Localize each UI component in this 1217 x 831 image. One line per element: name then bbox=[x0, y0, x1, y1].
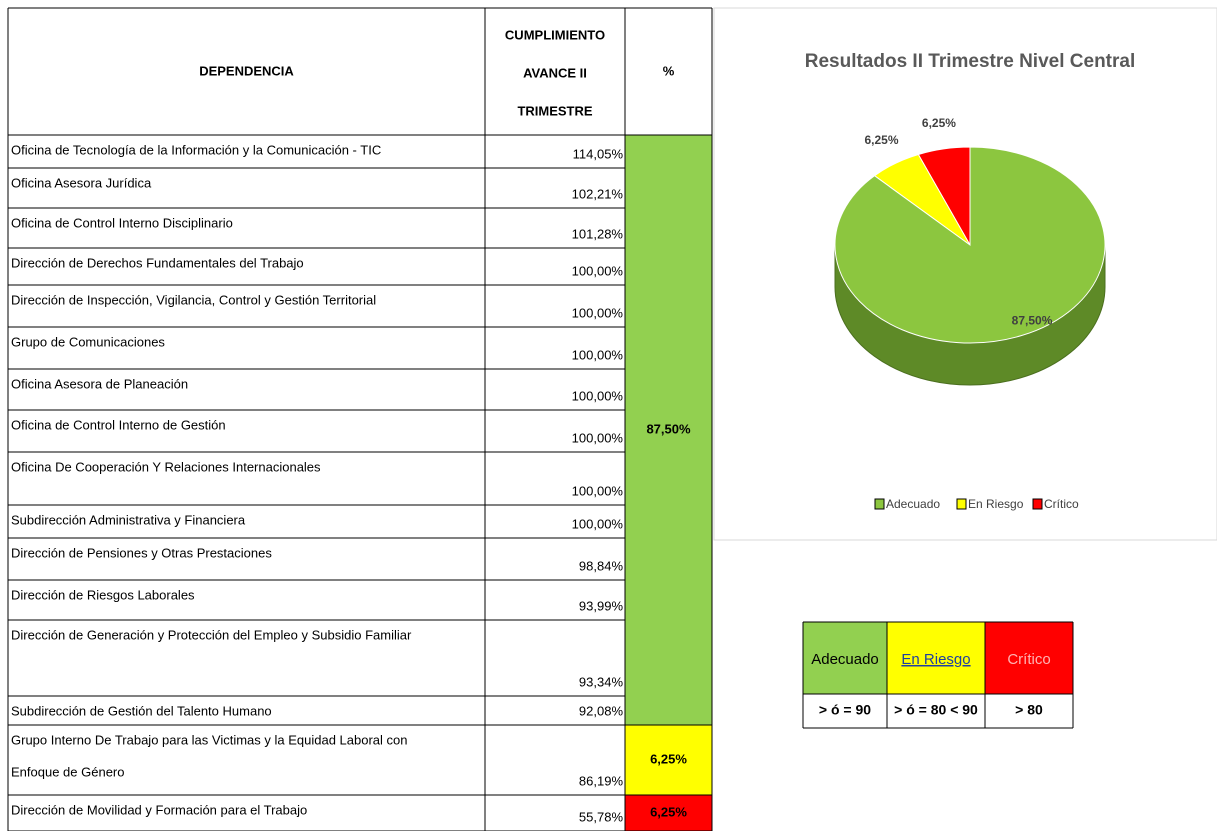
cumplimiento: 100,00% bbox=[572, 305, 624, 320]
header-cumplimiento: CUMPLIMIENTO bbox=[505, 27, 605, 42]
legend-swatch bbox=[1032, 498, 1043, 510]
dependencia: Dirección de Inspección, Vigilancia, Con… bbox=[11, 292, 376, 307]
legend-label: Crítico bbox=[1044, 497, 1079, 511]
cumplimiento: 100,00% bbox=[572, 263, 624, 278]
legend-label: Adecuado bbox=[886, 497, 940, 511]
legend-threshold: > ó = 90 bbox=[819, 702, 871, 718]
legend-header: Adecuado bbox=[811, 651, 879, 668]
group-label: 87,50% bbox=[646, 421, 691, 436]
header-cumplimiento: TRIMESTRE bbox=[517, 103, 592, 118]
header-dependencia: DEPENDENCIA bbox=[199, 63, 294, 78]
group-label: 6,25% bbox=[650, 804, 687, 819]
cumplimiento: 114,05% bbox=[573, 146, 624, 161]
cumplimiento: 102,21% bbox=[572, 186, 624, 201]
legend-header-cell bbox=[985, 622, 1073, 694]
legend-swatch bbox=[874, 498, 885, 510]
pie-slice bbox=[834, 146, 1106, 344]
legend-swatch bbox=[956, 498, 967, 510]
cumplimiento: 92,08% bbox=[579, 703, 624, 718]
header-cumplimiento: AVANCE II bbox=[523, 65, 587, 80]
group-cell bbox=[625, 725, 712, 795]
cumplimiento: 98,84% bbox=[579, 558, 624, 573]
legend-threshold: > 80 bbox=[1015, 702, 1043, 718]
legend-header: En Riesgo bbox=[901, 651, 970, 668]
cumplimiento: 100,00% bbox=[572, 347, 624, 362]
dependencia: Oficina de Tecnología de la Información … bbox=[11, 142, 381, 157]
dependencia: Grupo Interno De Trabajo para las Victim… bbox=[11, 732, 408, 747]
chart-title: Resultados II Trimestre Nivel Central bbox=[805, 51, 1136, 72]
group-cell bbox=[625, 795, 712, 831]
dependencia: Dirección de Pensiones y Otras Prestacio… bbox=[11, 545, 272, 560]
legend-header-cell bbox=[887, 622, 985, 694]
dependencia: Dirección de Movilidad y Formación para … bbox=[11, 802, 307, 817]
legend-header: Crítico bbox=[1007, 651, 1050, 668]
cumplimiento: 100,00% bbox=[572, 483, 624, 498]
dependencia: Oficina de Control Interno de Gestión bbox=[11, 417, 226, 432]
cumplimiento: 100,00% bbox=[572, 516, 624, 531]
cumplimiento: 100,00% bbox=[572, 388, 624, 403]
slice-label: 6,25% bbox=[922, 116, 956, 130]
dependencia: Subdirección de Gestión del Talento Huma… bbox=[11, 703, 272, 718]
dependencia: Oficina de Control Interno Disciplinario bbox=[11, 215, 233, 230]
dependencia: Grupo de Comunicaciones bbox=[11, 334, 165, 349]
cumplimiento: 86,19% bbox=[579, 773, 624, 788]
dependencia: Dirección de Derechos Fundamentales del … bbox=[11, 255, 304, 270]
group-label: 6,25% bbox=[650, 751, 687, 766]
header-percent: % bbox=[663, 63, 675, 78]
cumplimiento: 93,34% bbox=[579, 674, 624, 689]
dependencia: Enfoque de Género bbox=[11, 764, 124, 779]
cumplimiento: 55,78% bbox=[579, 809, 624, 824]
legend-threshold: > ó = 80 < 90 bbox=[894, 702, 978, 718]
cumplimiento: 101,28% bbox=[572, 226, 624, 241]
legend-header-cell bbox=[803, 622, 887, 694]
cumplimiento: 100,00% bbox=[572, 430, 624, 445]
group-cell bbox=[625, 135, 712, 725]
dependencia: Oficina De Cooperación Y Relaciones Inte… bbox=[11, 459, 321, 474]
legend-label: En Riesgo bbox=[968, 497, 1024, 511]
dependencia: Oficina Asesora de Planeación bbox=[11, 376, 188, 391]
dependencia: Oficina Asesora Jurídica bbox=[11, 175, 152, 190]
dependencia: Dirección de Generación y Protección del… bbox=[11, 627, 412, 642]
slice-label: 6,25% bbox=[864, 133, 898, 147]
cumplimiento: 93,99% bbox=[579, 598, 624, 613]
slice-label: 87,50% bbox=[1012, 313, 1053, 327]
dependencia: Dirección de Riesgos Laborales bbox=[11, 587, 195, 602]
dependencia: Subdirección Administrativa y Financiera bbox=[11, 512, 246, 527]
